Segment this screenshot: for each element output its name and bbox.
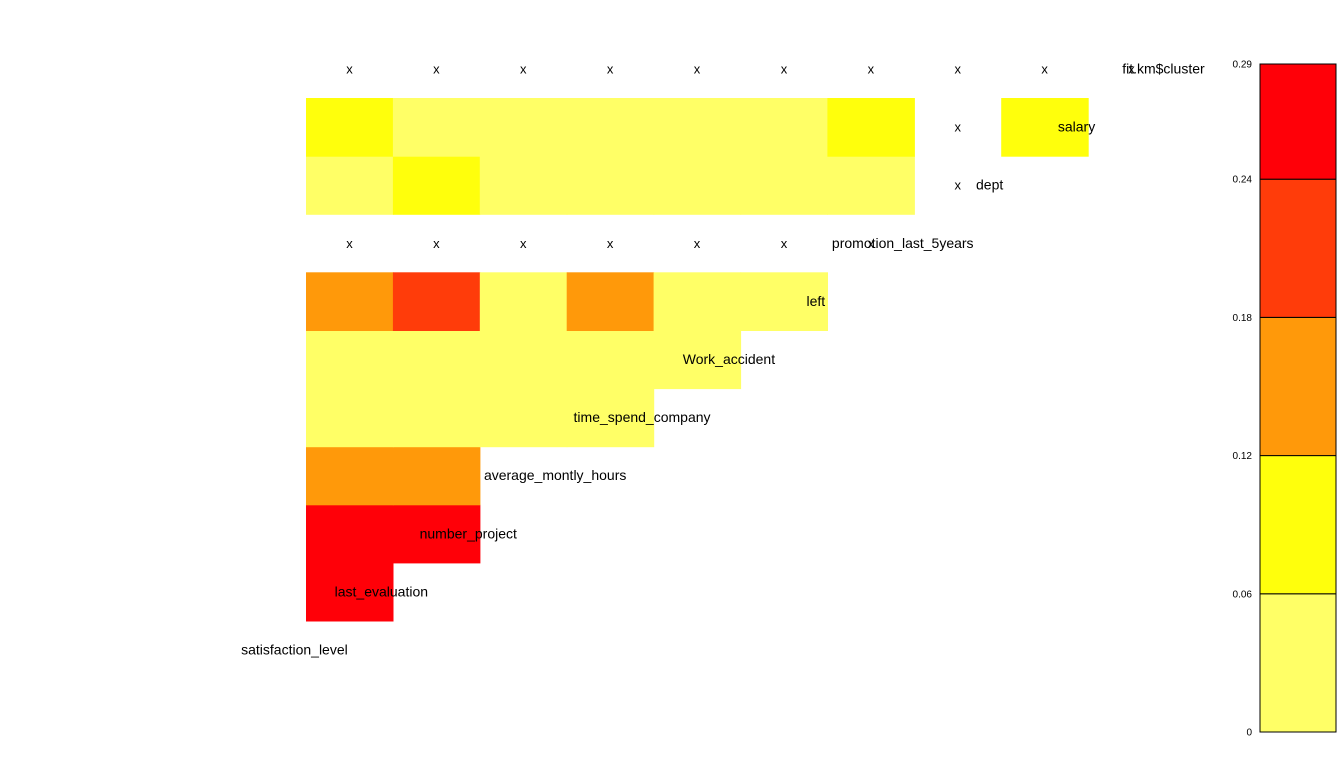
variable-label-time-spend-company: time_spend_company xyxy=(574,409,711,425)
cell-promotion-last-5years-number-project-na-marker: x xyxy=(520,236,527,251)
variable-label-last-evaluation: last_evaluation xyxy=(335,583,428,599)
cell-average-montly-hours-satisfaction-level xyxy=(306,446,394,506)
cell-left-satisfaction-level xyxy=(306,272,394,331)
cell-time-spend-company-satisfaction-level xyxy=(306,388,394,448)
cell-work-accident-number-project xyxy=(479,330,568,390)
cell-left-average-montly-hours xyxy=(566,272,655,331)
cell-salary-satisfaction-level xyxy=(306,98,394,157)
cell-number-project-satisfaction-level xyxy=(306,504,394,564)
cell-time-spend-company-last-evaluation xyxy=(392,388,481,448)
variable-label-work-accident: Work_accident xyxy=(683,351,775,367)
variable-label-left: left xyxy=(807,293,826,309)
legend-tick-label: 0.12 xyxy=(1233,451,1253,462)
cell-dept-last-evaluation xyxy=(392,156,481,215)
variable-labels: satisfaction_level last_evaluation number_… xyxy=(241,60,1205,657)
color-legend: 0 0.06 0.12 0.18 0.24 0.29 xyxy=(1233,60,1337,739)
cell-time-spend-company-number-project xyxy=(479,388,568,448)
heatmap-cells: x x x x x x x x x x x x x x x x x x x xyxy=(306,61,1135,622)
legend-tick-label: 0.06 xyxy=(1233,589,1253,600)
cell-dept-left xyxy=(827,156,915,215)
cell-fit-km-cluster-left-na-marker: x xyxy=(868,61,875,76)
cell-average-montly-hours-last-evaluation xyxy=(392,446,481,506)
cell-salary-average-montly-hours xyxy=(566,98,655,157)
variable-label-average-montly-hours: average_montly_hours xyxy=(484,467,626,483)
cell-salary-number-project xyxy=(479,98,568,157)
cell-promotion-last-5years-average-montly-hours-na-marker: x xyxy=(607,236,614,251)
cell-fit-km-cluster-number-project-na-marker: x xyxy=(520,61,527,76)
cell-fit-km-cluster-average-montly-hours-na-marker: x xyxy=(607,61,614,76)
cell-salary-dept xyxy=(1001,98,1089,157)
cell-left-number-project xyxy=(479,272,568,331)
legend-swatch-1 xyxy=(1259,455,1337,595)
cell-dept-satisfaction-level xyxy=(306,156,394,215)
cell-fit-km-cluster-time-spend-company-na-marker: x xyxy=(694,61,701,76)
cell-left-time-spend-company xyxy=(653,272,742,331)
cell-dept-number-project xyxy=(479,156,568,215)
cell-salary-promotion-last-5years-na-marker: x xyxy=(955,120,962,135)
variable-label-promotion-last-5years: promotion_last_5years xyxy=(832,235,974,251)
cell-work-accident-average-montly-hours xyxy=(566,330,655,390)
legend-tick-label: 0.18 xyxy=(1233,313,1253,324)
cell-promotion-last-5years-satisfaction-level-na-marker: x xyxy=(346,236,353,251)
cell-promotion-last-5years-work-accident-na-marker: x xyxy=(781,236,788,251)
cell-salary-left xyxy=(827,98,915,157)
cell-dept-promotion-last-5years-na-marker: x xyxy=(955,178,962,193)
cell-fit-km-cluster-salary-na-marker: x xyxy=(1128,61,1135,76)
cell-left-work-accident xyxy=(740,272,828,331)
variable-label-dept: dept xyxy=(976,177,1003,193)
cell-fit-km-cluster-dept-na-marker: x xyxy=(1041,61,1048,76)
cell-dept-work-accident xyxy=(740,156,828,215)
variable-label-satisfaction-level: satisfaction_level xyxy=(241,641,348,657)
legend-swatch-0 xyxy=(1259,593,1337,733)
variable-label-number-project: number_project xyxy=(420,525,517,541)
cell-dept-average-montly-hours xyxy=(566,156,655,215)
cell-salary-time-spend-company xyxy=(653,98,742,157)
cell-promotion-last-5years-time-spend-company-na-marker: x xyxy=(694,236,701,251)
legend-tick-label: 0.24 xyxy=(1233,175,1253,186)
cell-left-last-evaluation xyxy=(392,272,481,331)
cell-work-accident-time-spend-company xyxy=(653,330,742,390)
cell-last-evaluation-satisfaction-level xyxy=(306,562,394,622)
legend-swatch-2 xyxy=(1259,316,1337,457)
legend-swatch-3 xyxy=(1259,178,1337,318)
cell-fit-km-cluster-satisfaction-level-na-marker: x xyxy=(346,61,353,76)
cell-promotion-last-5years-left-na-marker: x xyxy=(868,236,875,251)
cell-work-accident-satisfaction-level xyxy=(306,330,394,390)
legend-swatch-4 xyxy=(1259,63,1337,180)
legend-tick-label: 0 xyxy=(1246,728,1252,739)
cell-salary-last-evaluation xyxy=(392,98,481,157)
variable-label-fit-km-cluster: fit.km$cluster xyxy=(1122,60,1205,76)
cell-salary-work-accident xyxy=(740,98,828,157)
cell-time-spend-company-average-montly-hours xyxy=(566,388,655,448)
cell-dept-time-spend-company xyxy=(653,156,742,215)
cell-promotion-last-5years-last-evaluation-na-marker: x xyxy=(433,236,440,251)
cell-fit-km-cluster-promotion-last-5years-na-marker: x xyxy=(955,61,962,76)
legend-tick-label: 0.29 xyxy=(1233,60,1253,71)
variable-label-salary: salary xyxy=(1058,119,1095,135)
cell-fit-km-cluster-last-evaluation-na-marker: x xyxy=(433,61,440,76)
cell-fit-km-cluster-work-accident-na-marker: x xyxy=(781,61,788,76)
cell-number-project-last-evaluation xyxy=(392,504,481,564)
cell-work-accident-last-evaluation xyxy=(392,330,481,390)
